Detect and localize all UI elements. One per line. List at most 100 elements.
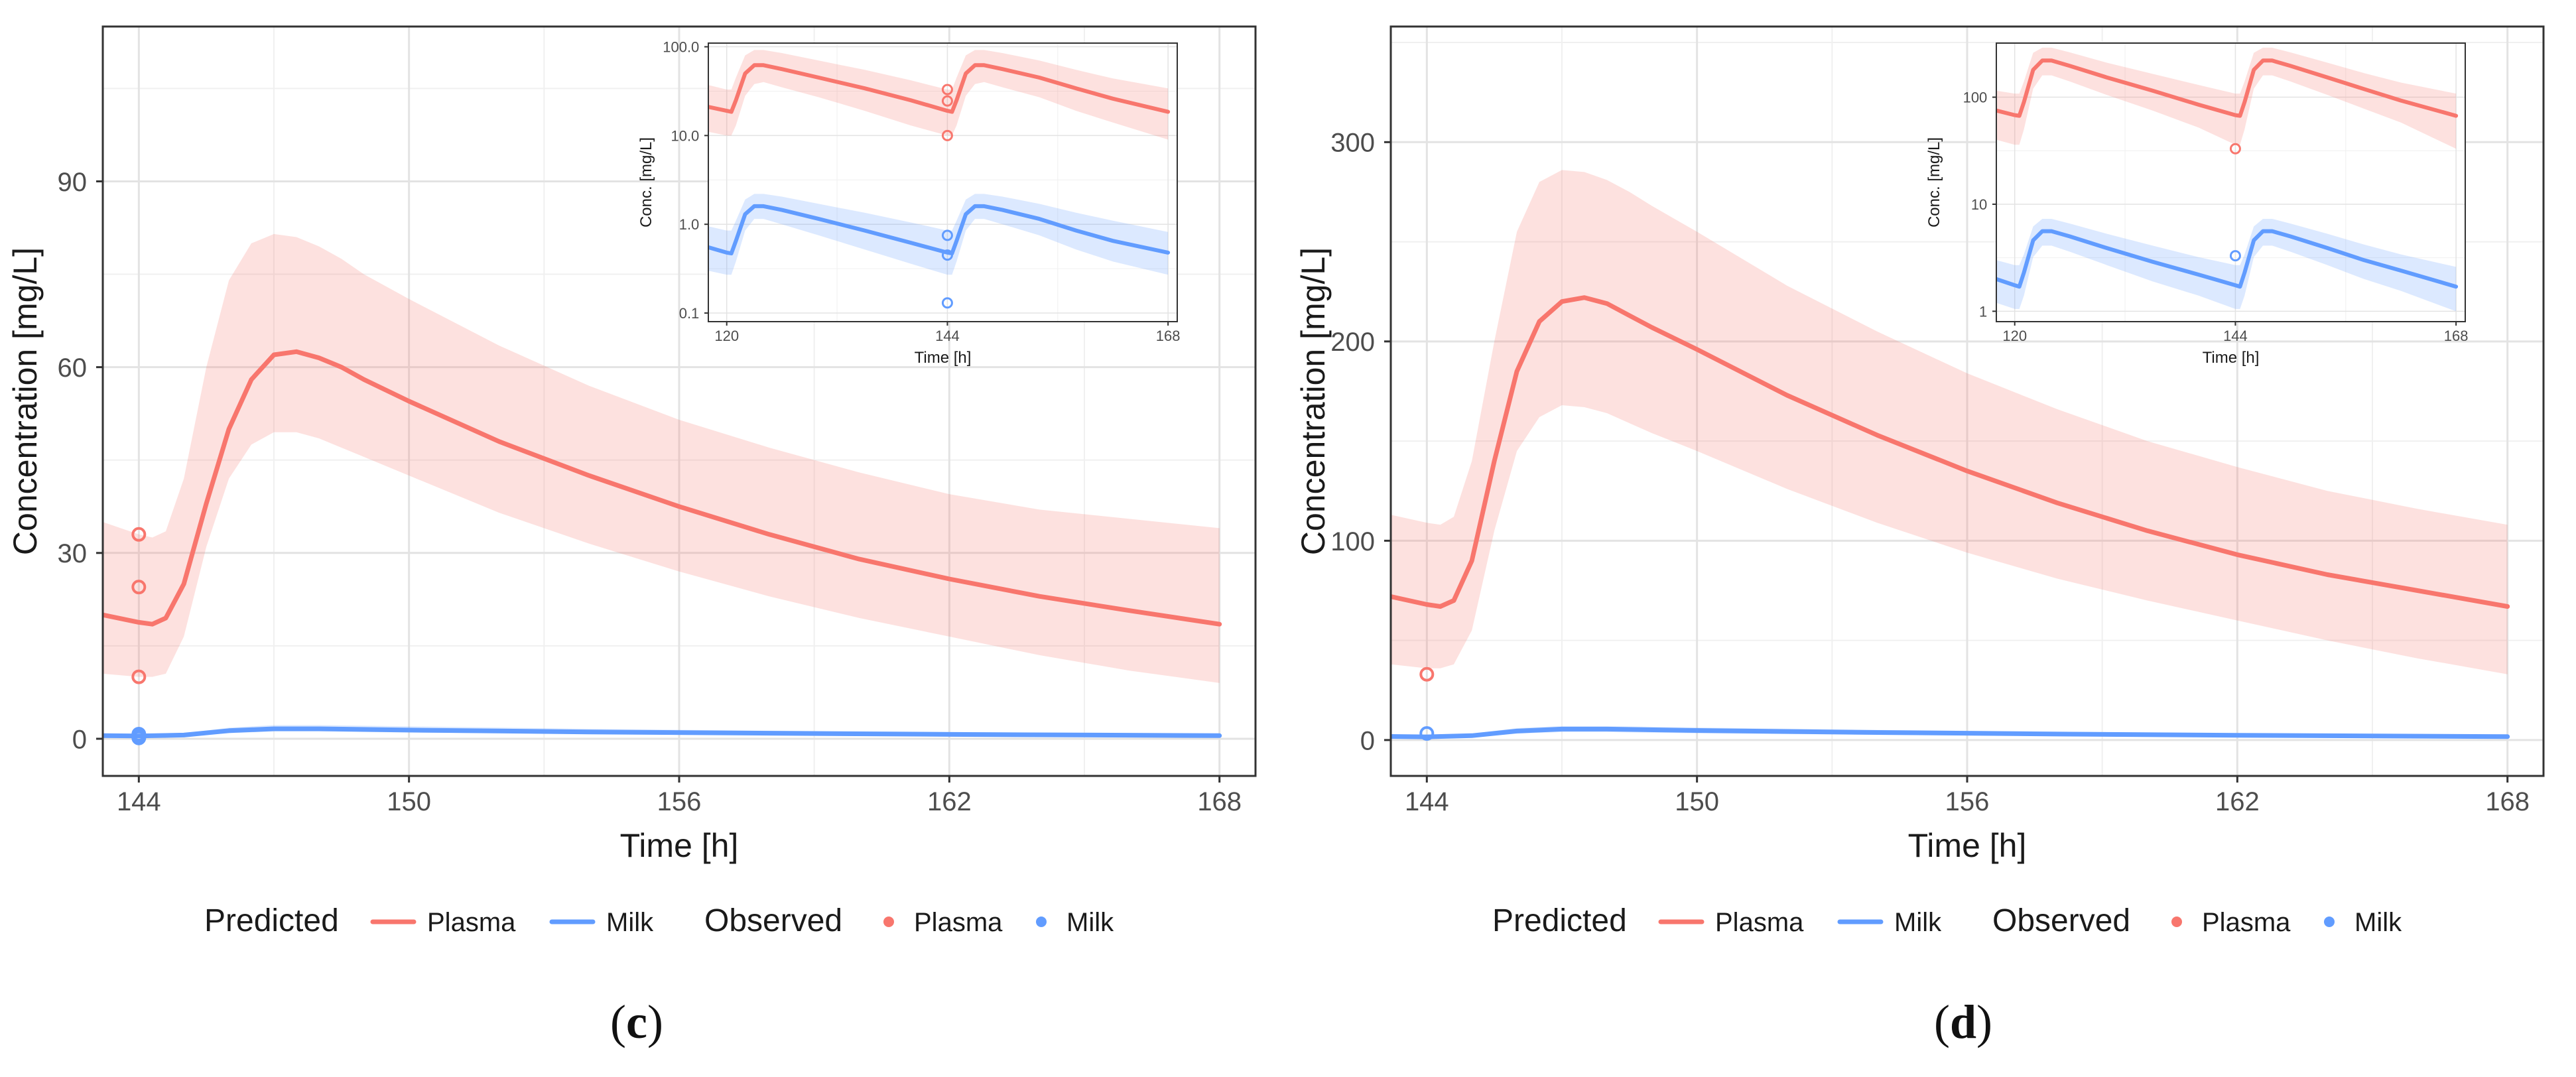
panel-d-inset-milk-ci-ribbon xyxy=(1996,219,2457,312)
caption-letter-c: c xyxy=(626,995,647,1048)
panel-d-legend-predicted-title: Predicted xyxy=(1492,903,1627,938)
panel-d-main-x-tick-label: 150 xyxy=(1675,787,1719,816)
panel-c-main-y-tick-label: 60 xyxy=(58,353,88,383)
panel-c-inset-plasma-observed-point xyxy=(941,129,953,141)
panel-d-legend-observed-title: Observed xyxy=(1992,903,2130,938)
panel-c-main-milk-predicted-line xyxy=(103,726,1222,739)
panel-c-legend-observed-title: Observed xyxy=(704,903,842,938)
caption-panel-d: (d) xyxy=(1897,995,2029,1050)
panel-d-legend-predicted-plasma-label: Plasma xyxy=(1715,908,1804,937)
panel-d-legend-observed-milk-label: Milk xyxy=(2354,908,2402,937)
panel-d-inset-x-tick-label: 144 xyxy=(2223,328,2248,344)
panel-d-inset-y-axis-title: Conc. [mg/L] xyxy=(1925,137,1943,227)
panel-c-main-plasma-predicted-line xyxy=(103,349,1222,627)
panel-c-main-plot-area xyxy=(103,233,1222,739)
panel-c-main-milk-observed-point xyxy=(131,730,147,745)
panel-d-main-plasma-predicted-line xyxy=(1391,295,2510,609)
panel-c-inset-plasma-observed-point xyxy=(941,84,953,95)
panel-c-inset-x-tick-label: 168 xyxy=(1156,328,1181,344)
panel-c-main-x-tick-label: 144 xyxy=(117,787,161,816)
panel-d-main-milk-predicted-line xyxy=(1391,726,2510,739)
panel-c-inset-milk-observed-point xyxy=(941,297,953,309)
panel-c-main-y-tick-label: 90 xyxy=(58,168,88,197)
panel-d-inset-y-tick-label: 1 xyxy=(1979,303,1987,320)
panel-c-main-x-tick-label: 168 xyxy=(1197,787,1242,816)
panel-c-main-x-tick-label: 150 xyxy=(387,787,431,816)
panel-c-main-plasma-observed-point xyxy=(131,669,147,684)
panel-d-inset-plasma-ci-ribbon xyxy=(1996,47,2457,149)
panel-c-inset-milk-ci-ribbon xyxy=(708,194,1169,275)
panel-c-main-y-axis-title: Concentration [mg/L] xyxy=(7,247,44,555)
panel-c-legend-observed-milk-label: Milk xyxy=(1066,908,1114,937)
panel-d-inset-milk-observed-point xyxy=(2229,250,2241,262)
panel-d-main-y-tick-label: 300 xyxy=(1330,129,1375,158)
panel-d-main-y-tick-label: 100 xyxy=(1330,527,1375,556)
panel-c-legend: Predicted Plasma Milk Observed Plasma Milk xyxy=(204,903,1114,938)
panel-c-inset-y-axis-title: Conc. [mg/L] xyxy=(637,137,655,227)
panel-c-legend-predicted-plasma-label: Plasma xyxy=(427,908,516,937)
panel-c-legend-observed-plasma-key xyxy=(883,917,894,927)
caption-open-c: ( xyxy=(610,995,627,1048)
caption-panel-c: (c) xyxy=(570,995,703,1050)
panel-c-legend-observed-milk-key xyxy=(1036,917,1047,927)
panel-d-main-x-tick-label: 162 xyxy=(2215,787,2260,816)
panel-d-legend-observed-milk-key xyxy=(2324,917,2335,927)
panel-d-main-x-tick-label: 144 xyxy=(1405,787,1449,816)
panel-c-main-x-tick-label: 156 xyxy=(657,787,702,816)
panel-d-legend-observed-plasma-label: Plasma xyxy=(2202,908,2291,937)
panel-c-inset-plasma-predicted-line xyxy=(708,63,1171,114)
panel-c-main-plasma-ci-ribbon xyxy=(103,233,1220,683)
panel-d-inset-milk-predicted-line xyxy=(1996,229,2459,289)
panel-c-inset-x-tick-label: 120 xyxy=(714,328,739,344)
panel-c-inset-plot-area xyxy=(708,50,1171,275)
panel-d-main-y-tick-label: 0 xyxy=(1360,726,1375,755)
panel-d-inset-x-axis-title: Time [h] xyxy=(2203,349,2260,367)
panel-c-main-plasma-observed-point xyxy=(131,527,147,542)
caption-open-d: ( xyxy=(1933,995,1950,1048)
panel-c-legend-predicted-milk-label: Milk xyxy=(606,908,654,937)
panel-d-main-plasma-observed-point xyxy=(1419,666,1435,682)
panel-c-legend-predicted-title: Predicted xyxy=(204,903,339,938)
panel-d-main-x-tick-label: 168 xyxy=(2485,787,2530,816)
panel-c-inset-y-tick-label: 0.1 xyxy=(679,305,700,322)
panel-c-main-y-tick-label: 0 xyxy=(72,725,87,754)
panel-d-inset-y-tick-label: 10 xyxy=(1971,196,1987,213)
panel-d-main-y-axis-title: Concentration [mg/L] xyxy=(1295,247,1332,555)
panel-c-main-x-tick-label: 162 xyxy=(927,787,972,816)
panel-d-legend-observed-plasma-key xyxy=(2171,917,2182,927)
chart-panel-c: 144 150 156 162 168 0 30 60 90 Time [h] Concentrat… xyxy=(7,25,1257,938)
panel-d-legend: Predicted Plasma Milk Observed Plasma Milk xyxy=(1492,903,2402,938)
panel-d-main-y-tick-label: 200 xyxy=(1330,328,1375,357)
panel-d-main-x-tick-label: 156 xyxy=(1945,787,1990,816)
caption-close-c: ) xyxy=(647,995,663,1048)
panel-d-main-plot-area xyxy=(1391,170,2510,739)
chart-panel-d: 144 150 156 162 168 0 100 200 300 Time [h] Concent… xyxy=(1295,25,2545,938)
panel-d-main-plasma-ci-ribbon xyxy=(1391,170,2508,674)
panel-d-inset-plasma-predicted-line xyxy=(1996,58,2459,118)
panel-d-inset-y-tick-label: 100 xyxy=(1963,89,1988,105)
panel-c-main-x-axis-title: Time [h] xyxy=(620,827,739,864)
panel-d-inset-x-tick-label: 120 xyxy=(2002,328,2027,344)
panel-c-inset-milk-predicted-line xyxy=(708,204,1171,256)
panel-d-main-x-axis-title: Time [h] xyxy=(1908,827,2027,864)
panel-c-inset-plasma-observed-point xyxy=(941,95,953,107)
panel-d-inset-plasma-observed-point xyxy=(2229,143,2241,155)
panel-d-inset-x-tick-label: 168 xyxy=(2444,328,2469,344)
panel-d-main-milk-observed-point xyxy=(1419,726,1435,741)
panel-c-inset-panel-border xyxy=(708,42,1178,322)
panel-c-inset-y-tick-label: 100.0 xyxy=(663,38,699,55)
panel-c-inset-plasma-ci-ribbon xyxy=(708,50,1169,140)
panel-c-inset-milk-observed-point xyxy=(941,229,953,241)
panel-d-inset-panel-border xyxy=(1996,42,2466,322)
caption-close-d: ) xyxy=(1976,995,1992,1048)
caption-letter-d: d xyxy=(1949,995,1977,1048)
panel-c-inset-milk-observed-point xyxy=(941,249,953,261)
panel-c-inset-y-tick-label: 1.0 xyxy=(679,216,700,233)
panel-d-legend-predicted-milk-label: Milk xyxy=(1894,908,1942,937)
panel-d-inset-plot-background xyxy=(1996,43,2465,322)
panel-d-inset-plot-area xyxy=(1996,47,2459,312)
panel-c-main-plasma-observed-point xyxy=(131,580,147,595)
panel-c-legend-observed-plasma-label: Plasma xyxy=(914,908,1003,937)
panel-c-main-y-tick-label: 30 xyxy=(58,539,88,568)
panel-c-inset-x-axis-title: Time [h] xyxy=(915,349,972,367)
